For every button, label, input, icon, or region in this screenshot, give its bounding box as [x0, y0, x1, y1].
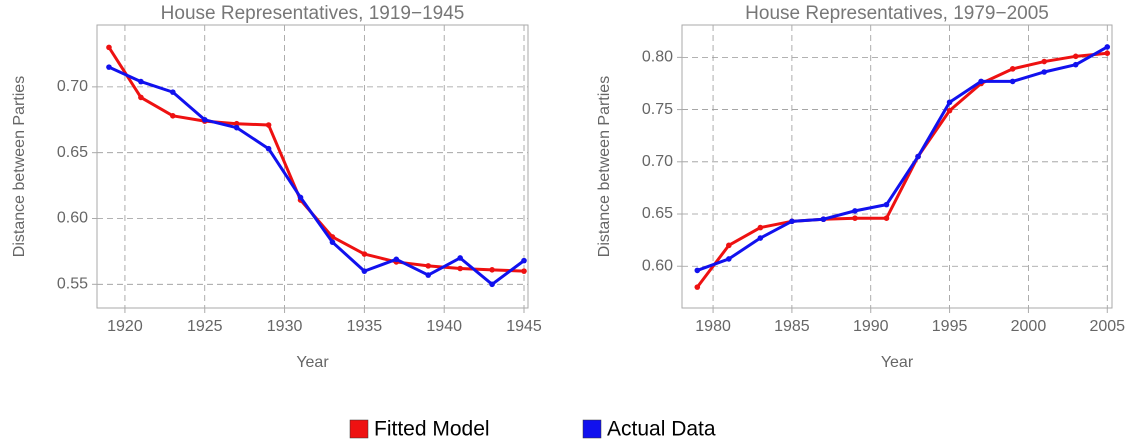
x-tick-label: 2005 — [1089, 318, 1125, 335]
y-tick-label: 0.65 — [57, 144, 88, 161]
point — [694, 284, 701, 290]
y-tick-label: 0.80 — [642, 49, 673, 66]
point — [852, 215, 858, 221]
point — [265, 122, 272, 128]
point — [1072, 61, 1079, 68]
point — [457, 255, 463, 261]
x-tick-label: 1920 — [107, 318, 143, 335]
point — [361, 251, 368, 257]
series-line — [108, 65, 525, 286]
point — [820, 216, 827, 223]
x-tick-label: 1990 — [853, 318, 889, 335]
point — [852, 208, 858, 214]
y-tick-label: 0.70 — [642, 153, 673, 170]
point — [946, 99, 953, 106]
legend-label: Fitted Model — [374, 418, 490, 441]
point — [1041, 58, 1047, 65]
series-line: Fitted Model — [696, 51, 1108, 289]
point — [726, 242, 732, 249]
point — [883, 201, 890, 208]
x-tick-label: 1985 — [774, 318, 810, 335]
point — [170, 113, 176, 119]
point — [106, 64, 112, 70]
x-tick-label: 1940 — [426, 318, 462, 335]
y-axis-label: Distance between Parties — [596, 76, 613, 257]
point — [521, 268, 527, 274]
point — [1072, 53, 1079, 60]
y-tick-label: 0.65 — [642, 205, 673, 222]
y-tick-label: 0.70 — [57, 78, 88, 95]
y-tick-label: 0.60 — [57, 210, 88, 227]
point — [946, 107, 953, 114]
point — [521, 257, 527, 264]
x-tick-label: 1935 — [347, 318, 383, 335]
point — [201, 116, 208, 123]
point — [1009, 78, 1016, 85]
x-tick-label: 1925 — [187, 318, 223, 335]
point — [457, 265, 463, 272]
plot-frame — [681, 24, 1113, 309]
point — [757, 224, 764, 231]
y-tick-label: 0.60 — [642, 257, 673, 274]
point — [138, 78, 144, 85]
point — [1104, 50, 1111, 56]
point — [1009, 66, 1016, 72]
point — [489, 281, 495, 288]
point — [883, 215, 890, 221]
series-line — [107, 46, 525, 273]
point — [297, 194, 304, 201]
point — [915, 153, 921, 160]
point — [393, 256, 400, 263]
point — [789, 218, 795, 225]
y-tick-label: 0.75 — [642, 101, 673, 118]
x-axis-label: Year — [296, 354, 329, 371]
point — [489, 267, 495, 273]
chart-title: House Representatives, 1979−2005 — [745, 3, 1049, 24]
series-line: Actual Data — [696, 45, 1109, 272]
y-axis-label: Distance between Parties — [11, 76, 28, 257]
x-tick-label: 1980 — [695, 318, 731, 335]
point — [361, 268, 368, 274]
point — [726, 256, 732, 262]
point — [1104, 44, 1111, 50]
point — [1041, 69, 1047, 75]
point — [138, 94, 144, 101]
point — [233, 120, 240, 127]
point — [106, 44, 112, 51]
point — [694, 267, 701, 274]
legend: Fitted Model Actual Data — [349, 418, 716, 441]
y-tick-label: 0.55 — [57, 276, 88, 293]
point — [233, 124, 240, 131]
point — [265, 145, 272, 152]
x-tick-label: 1930 — [267, 318, 303, 335]
chart-title: House Representatives, 1919−1945 — [161, 3, 465, 24]
point — [425, 272, 432, 278]
legend-swatch — [582, 419, 602, 439]
x-tick-label: 2000 — [1011, 318, 1047, 335]
x-tick-label: 1995 — [932, 318, 968, 335]
x-tick-label: 1945 — [506, 318, 542, 335]
point — [329, 239, 336, 245]
legend-label: Actual Data — [607, 418, 716, 441]
point — [757, 235, 764, 241]
x-axis-label: Year — [881, 354, 914, 371]
point — [978, 78, 984, 85]
legend-swatch — [349, 419, 369, 439]
point — [425, 263, 432, 269]
plot-frame — [96, 24, 529, 309]
point — [170, 89, 176, 95]
